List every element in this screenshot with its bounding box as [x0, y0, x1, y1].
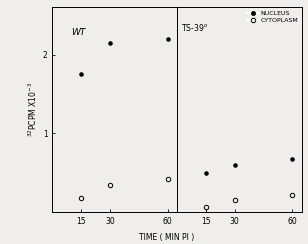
Text: TIME ( MIN PI ): TIME ( MIN PI ) — [139, 233, 194, 242]
Legend: NUCLEUS, CYTOPLASM: NUCLEUS, CYTOPLASM — [246, 10, 299, 24]
Text: WT: WT — [71, 28, 85, 37]
Y-axis label: $^{32}$PCPM X10$^{-3}$: $^{32}$PCPM X10$^{-3}$ — [26, 82, 38, 137]
Text: TS-39$^o$: TS-39$^o$ — [181, 22, 208, 33]
